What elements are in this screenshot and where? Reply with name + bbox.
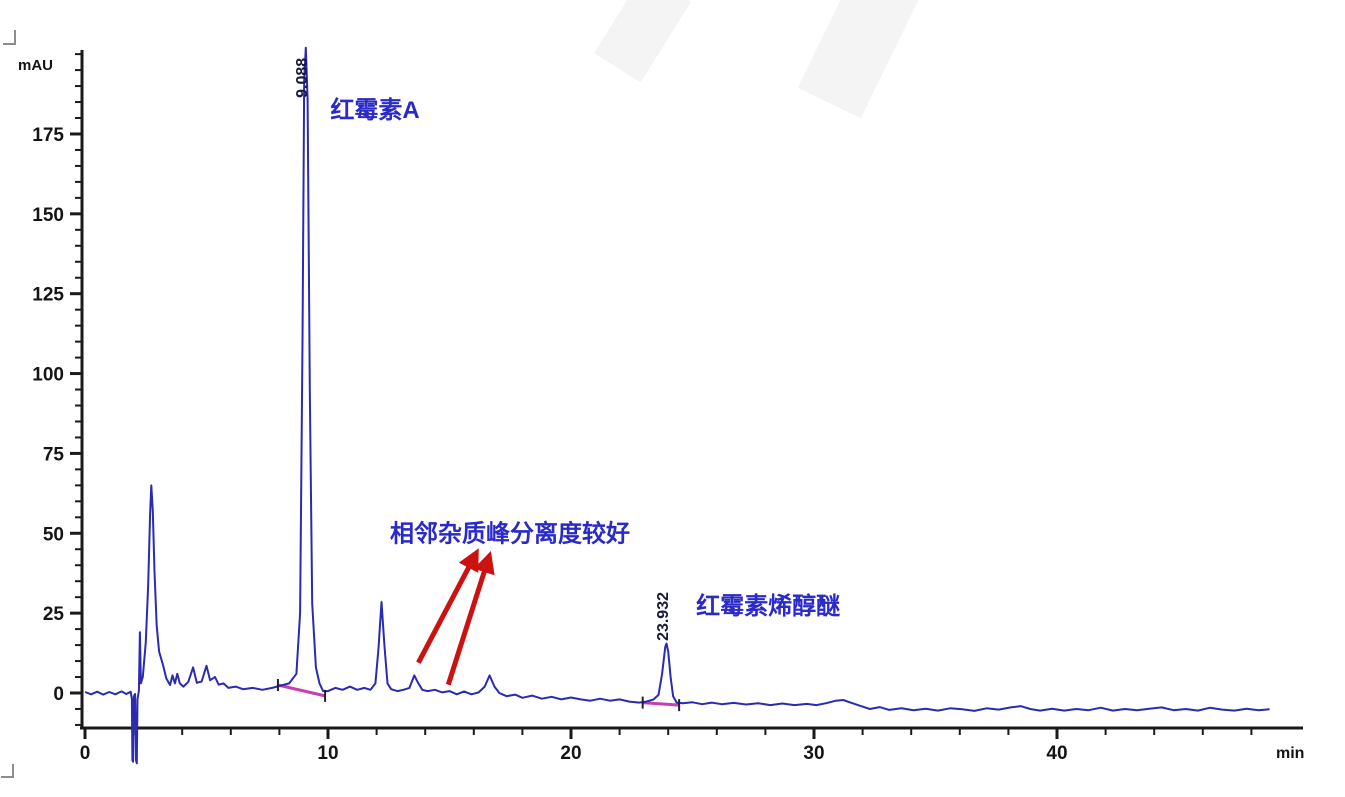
y-tick-label: 100: [32, 365, 64, 386]
y-tick-label: 150: [32, 205, 64, 226]
x-tick-label: 40: [1046, 743, 1067, 764]
page-corner-mark-top-left: [3, 30, 16, 45]
x-tick-label: 0: [80, 743, 91, 764]
y-tick-label: 75: [43, 444, 65, 465]
y-axis-unit-label: mAU: [18, 57, 53, 74]
signal-trace: [84, 46, 1270, 765]
integration-baseline: [277, 683, 326, 698]
integration-baseline: [642, 701, 680, 707]
annotation-arrow: [445, 551, 495, 686]
annotation-text: 相邻杂质峰分离度较好: [390, 519, 630, 547]
y-tick-label: 175: [32, 125, 64, 146]
annotation-arrow: [416, 548, 479, 664]
x-tick-label: 30: [803, 743, 824, 764]
peak-rt-label: 23.932: [655, 592, 672, 641]
peak-rt-label: 9.088: [294, 58, 311, 98]
y-tick-label: 0: [53, 684, 64, 705]
peak-name-label: 红霉素烯醇醚: [696, 592, 840, 620]
x-axis-unit-label: min: [1276, 745, 1304, 762]
y-tick-label: 25: [43, 604, 65, 625]
y-tick-label: 125: [32, 285, 64, 306]
peak-name-label: 红霉素A: [330, 96, 419, 124]
y-tick-label: 50: [43, 524, 64, 545]
page-corner-mark-bottom-left: [1, 764, 14, 778]
x-tick-label: 10: [317, 743, 338, 764]
x-tick-label: 20: [560, 743, 581, 764]
